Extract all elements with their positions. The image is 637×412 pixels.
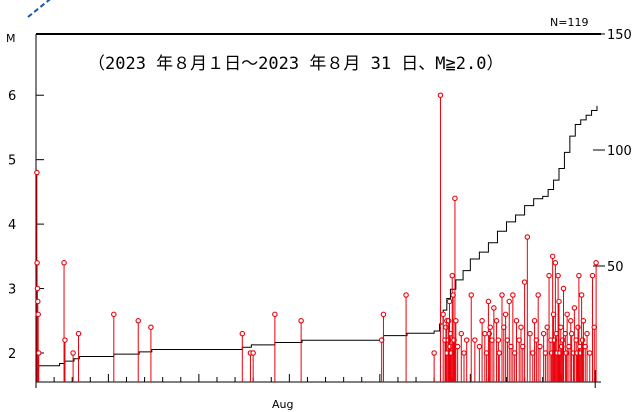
magnitude-point [75, 330, 82, 337]
magnitude-point [463, 337, 470, 343]
magnitude-point [403, 292, 409, 298]
magnitude-point [111, 311, 117, 318]
magnitude-point [552, 260, 559, 266]
magnitude-point [563, 350, 569, 356]
right-tick-label: 50 [607, 260, 624, 275]
magnitude-point [34, 260, 40, 266]
magnitude-point [250, 350, 256, 356]
magnitude-point [537, 343, 543, 350]
magnitude-point [440, 311, 446, 318]
magnitude-point [499, 292, 505, 298]
magnitude-point [34, 169, 40, 176]
magnitude-point [485, 298, 492, 305]
magnitude-point [535, 292, 541, 298]
left-tick-label: 6 [8, 89, 16, 104]
magnitude-point [495, 337, 502, 343]
magnitude-point [135, 318, 141, 324]
magnitude-point [452, 195, 458, 202]
magnitude-point [513, 318, 520, 324]
magnitude-point [61, 260, 67, 266]
magnitude-point [298, 318, 304, 324]
magnitude-point [443, 324, 449, 330]
x-axis-label: Aug [272, 398, 293, 411]
magnitude-point [524, 234, 531, 240]
magnitude-point [458, 330, 465, 337]
magnitude-point [496, 350, 503, 356]
magnitude-point [34, 285, 41, 292]
magnitude-point [584, 330, 590, 337]
magnitude-point [35, 298, 41, 305]
magnitude-point [576, 272, 582, 279]
right-tick-label: 150 [607, 28, 632, 43]
left-tick-label: 2 [8, 347, 16, 362]
magnitude-point [564, 311, 570, 318]
magnitude-point [559, 337, 566, 343]
magnitude-point [454, 343, 461, 350]
magnitude-point [380, 311, 387, 318]
magnitude-point [482, 330, 488, 337]
magnitude-point [35, 311, 41, 318]
magnitude-point [555, 272, 561, 279]
right-tick-label: 100 [607, 144, 632, 159]
count-label: N=119 [550, 16, 588, 29]
magnitude-point [558, 324, 564, 330]
magnitude-point [540, 330, 547, 337]
magnitude-point [502, 311, 509, 318]
magnitude-point [468, 292, 474, 298]
magnitude-point [521, 279, 528, 285]
magnitude-point [437, 92, 444, 98]
magnitude-point [486, 330, 493, 337]
magnitude-point [579, 337, 586, 343]
left-tick-label: 4 [8, 218, 16, 233]
magnitude-point [449, 272, 455, 279]
magnitude-point [575, 324, 581, 330]
magnitude-point [431, 350, 437, 356]
cumulative-line [36, 105, 598, 369]
magnitude-point [593, 260, 599, 266]
magnitude-point [491, 305, 497, 311]
magnitude-point [510, 292, 516, 298]
right-axis: 50 100 150 [593, 28, 632, 275]
magnitude-point [527, 330, 533, 337]
magnitude-point [447, 343, 453, 350]
magnitude-point [580, 318, 587, 324]
left-tick-label: 5 [8, 154, 16, 169]
magnitude-point [70, 350, 76, 356]
magnitude-point [568, 330, 575, 337]
magnitude-point [446, 298, 453, 305]
magnitude-point [589, 272, 596, 279]
magnitude-point [556, 298, 562, 305]
magnitude-point [453, 318, 459, 324]
magnitude-point [35, 350, 42, 356]
magnitude-point [479, 318, 485, 324]
magnitude-point [487, 324, 493, 330]
magnitude-point [549, 253, 556, 260]
magnitude-point [571, 305, 578, 311]
magnitude-point [493, 318, 500, 324]
magnitude-point [578, 292, 585, 298]
magnitude-point [239, 330, 246, 337]
magnitude-point [476, 343, 483, 350]
magnitude-series [34, 92, 599, 382]
magnitude-point [568, 318, 574, 324]
magnitude-point [461, 350, 467, 356]
magnitude-point [445, 318, 452, 324]
cumulative-series [36, 105, 598, 369]
corner-dashed-line [27, 0, 51, 18]
magnitude-point [560, 285, 567, 292]
magnitude-point [546, 272, 552, 279]
magnitude-point [531, 318, 538, 324]
chart-title: （2023 年８月１日～2023 年８月 31 日、M≧2.0） [88, 54, 503, 74]
magnitude-point [506, 298, 512, 305]
magnitude-point [272, 311, 278, 318]
y-axis-label: M [6, 32, 16, 45]
magnitude-point [148, 324, 154, 330]
magnitude-point [62, 337, 68, 343]
magnitude-point [587, 350, 593, 356]
left-tick-label: 3 [8, 283, 16, 298]
magnitude-point [472, 337, 478, 343]
magnitude-point [518, 324, 524, 330]
